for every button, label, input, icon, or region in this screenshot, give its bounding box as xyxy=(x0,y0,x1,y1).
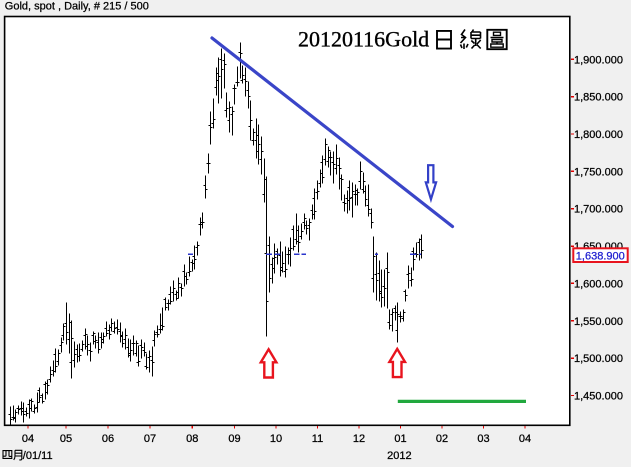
svg-text:Gold, spot , Daily, # 215 / 50: Gold, spot , Daily, # 215 / 500 xyxy=(5,1,149,13)
svg-text:09: 09 xyxy=(228,433,240,445)
svg-text:04: 04 xyxy=(22,433,34,445)
svg-text:/01/11: /01/11 xyxy=(23,450,53,462)
svg-text:1,700.000: 1,700.000 xyxy=(574,204,623,216)
svg-text:1,850.000: 1,850.000 xyxy=(574,92,623,104)
svg-text:06: 06 xyxy=(102,433,114,445)
svg-text:11: 11 xyxy=(312,433,323,445)
svg-text:03: 03 xyxy=(477,433,489,445)
svg-text:04: 04 xyxy=(519,433,531,445)
svg-text:1,600.000: 1,600.000 xyxy=(574,278,623,290)
svg-text:2012: 2012 xyxy=(387,450,411,462)
svg-text:1,750.000: 1,750.000 xyxy=(574,166,623,178)
svg-text:1,900.000: 1,900.000 xyxy=(574,54,623,66)
svg-text:20120116Gold: 20120116Gold xyxy=(298,27,429,52)
svg-text:12: 12 xyxy=(353,433,365,445)
svg-text:1,800.000: 1,800.000 xyxy=(574,129,623,141)
svg-text:1,500.000: 1,500.000 xyxy=(574,353,623,365)
svg-text:02: 02 xyxy=(436,433,448,445)
svg-text:05: 05 xyxy=(60,433,72,445)
svg-text:1,550.000: 1,550.000 xyxy=(574,316,623,328)
svg-text:07: 07 xyxy=(144,433,156,445)
svg-text:1,638.900: 1,638.900 xyxy=(576,250,625,262)
svg-text:08: 08 xyxy=(186,433,198,445)
svg-text:10: 10 xyxy=(270,433,282,445)
svg-text:01: 01 xyxy=(394,433,406,445)
svg-text:1,450.000: 1,450.000 xyxy=(574,391,623,403)
